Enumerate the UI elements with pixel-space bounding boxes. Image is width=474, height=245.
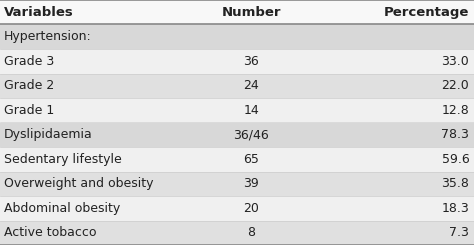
Text: 12.8: 12.8 xyxy=(441,104,469,117)
Text: 36/46: 36/46 xyxy=(233,128,269,141)
Text: Grade 2: Grade 2 xyxy=(4,79,54,92)
Text: 7.3: 7.3 xyxy=(449,226,469,239)
Text: 33.0: 33.0 xyxy=(441,55,469,68)
Text: Dyslipidaemia: Dyslipidaemia xyxy=(4,128,92,141)
Text: Active tobacco: Active tobacco xyxy=(4,226,96,239)
Text: Percentage: Percentage xyxy=(384,6,469,19)
Bar xyxy=(0,220,474,245)
Bar xyxy=(0,98,474,122)
Text: 78.3: 78.3 xyxy=(441,128,469,141)
Text: Grade 3: Grade 3 xyxy=(4,55,54,68)
Text: Sedentary lifestyle: Sedentary lifestyle xyxy=(4,153,121,166)
Bar xyxy=(0,147,474,172)
Text: 59.6: 59.6 xyxy=(441,153,469,166)
Text: Overweight and obesity: Overweight and obesity xyxy=(4,177,153,190)
Text: Hypertension:: Hypertension: xyxy=(4,30,91,43)
Text: 18.3: 18.3 xyxy=(441,202,469,215)
Text: 36: 36 xyxy=(243,55,259,68)
Text: 39: 39 xyxy=(243,177,259,190)
Text: 22.0: 22.0 xyxy=(441,79,469,92)
Text: 24: 24 xyxy=(243,79,259,92)
Text: Number: Number xyxy=(221,6,281,19)
Text: 20: 20 xyxy=(243,202,259,215)
Text: Grade 1: Grade 1 xyxy=(4,104,54,117)
Text: 14: 14 xyxy=(243,104,259,117)
Bar xyxy=(0,196,474,220)
Bar xyxy=(0,24,474,49)
Bar xyxy=(0,49,474,74)
Text: Abdominal obesity: Abdominal obesity xyxy=(4,202,120,215)
Bar xyxy=(0,122,474,147)
Bar xyxy=(0,74,474,98)
Text: Variables: Variables xyxy=(4,6,73,19)
Bar xyxy=(0,0,474,24)
Text: 8: 8 xyxy=(247,226,255,239)
Text: 35.8: 35.8 xyxy=(441,177,469,190)
Bar xyxy=(0,172,474,196)
Text: 65: 65 xyxy=(243,153,259,166)
